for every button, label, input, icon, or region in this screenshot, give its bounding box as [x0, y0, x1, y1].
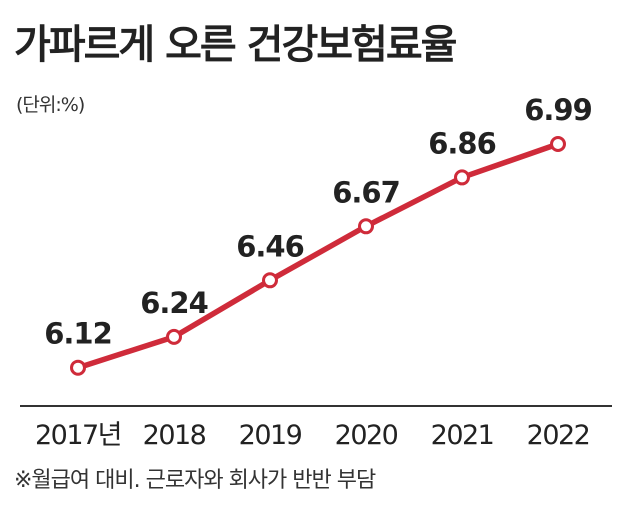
x-tick-label-2021: 2021 — [431, 420, 494, 451]
x-tick-label-2019: 2019 — [239, 420, 302, 451]
data-point-2021 — [454, 169, 470, 186]
data-label-2021: 6.86 — [428, 126, 496, 160]
x-tick-label-2022: 2022 — [527, 420, 590, 451]
unit-label: (단위:%) — [16, 94, 85, 116]
data-label-2020: 6.67 — [332, 175, 400, 209]
data-point-2020 — [358, 218, 374, 235]
data-point-2018 — [166, 328, 182, 345]
data-label-2019: 6.46 — [236, 229, 304, 263]
x-tick-label-2020: 2020 — [335, 420, 398, 451]
series-line — [75, 141, 561, 371]
footnote: ※월급여 대비. 근로자와 회사가 반반 부담 — [14, 468, 376, 493]
data-point-2019 — [262, 272, 278, 289]
chart-title: 가파르게 오른 건강보험료율 — [14, 22, 457, 68]
data-label-2017: 6.12 — [44, 317, 112, 351]
data-label-2022: 6.99 — [524, 93, 592, 127]
x-tick-label-2017: 2017년 — [35, 420, 121, 451]
data-label-2018: 6.24 — [140, 286, 208, 320]
data-point-2022 — [550, 136, 566, 152]
data-point-2017 — [70, 359, 86, 376]
x-tick-label-2018: 2018 — [143, 420, 206, 451]
